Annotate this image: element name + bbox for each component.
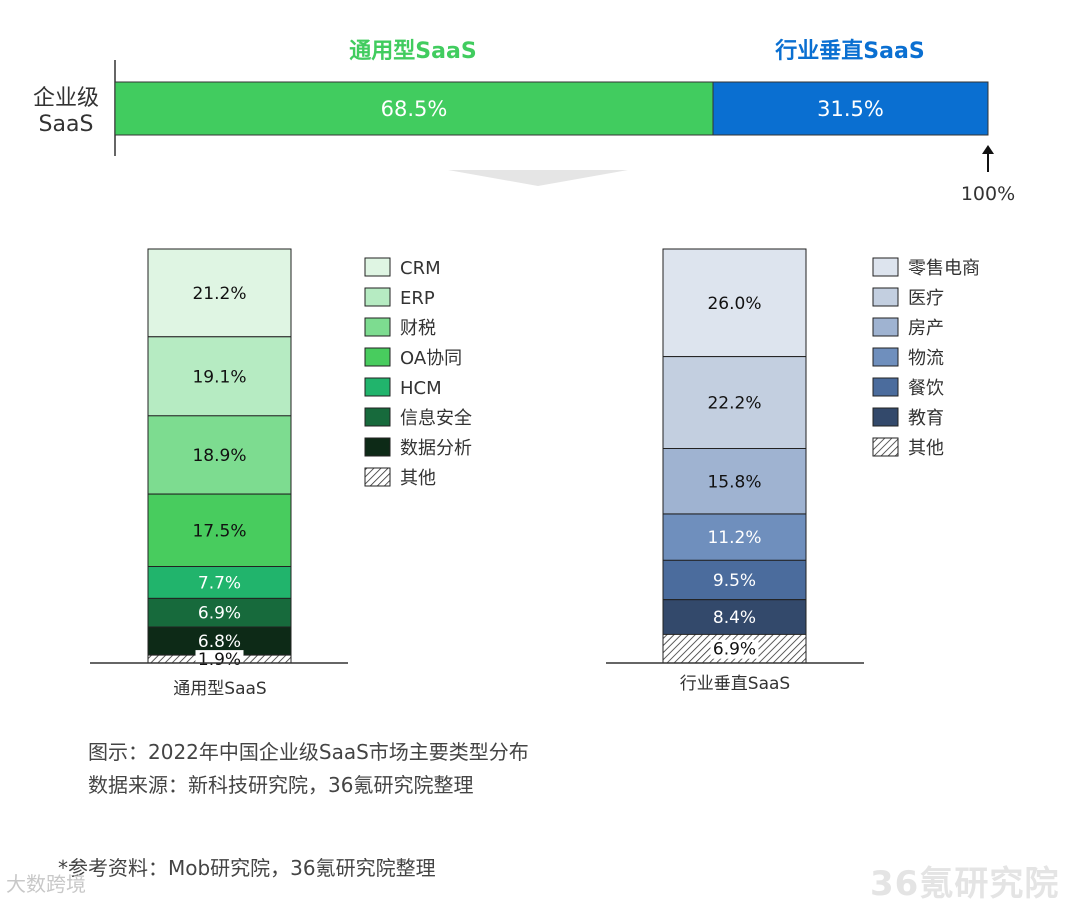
legend-swatch [364,467,391,487]
legend-label: 其他 [908,438,944,459]
stack-value-label: 6.9% [713,640,756,660]
stack-value-label: 8.4% [713,608,756,628]
legend-label: 其他 [400,468,436,489]
stack-value-label: 11.2% [707,528,761,548]
stack-segment-oae58d8fe5908c [147,493,292,568]
legend-swatch [364,257,391,277]
legend-swatch [872,317,899,337]
top-bar-general-segment [114,81,714,136]
top-bar-general-value: 68.5% [381,97,448,121]
total-arrow-icon [982,145,994,154]
general-saas-header: 通用型SaaS [349,39,476,64]
legend-label: ERP [400,288,435,309]
top-bar-chart: 企业级 SaaS 通用型SaaS 行业垂直SaaS 68.5% 31.5% 10… [33,38,1015,205]
stack-value-label: 22.2% [707,394,761,414]
legend-label: 财税 [400,318,436,339]
legend-label: OA协同 [400,348,462,369]
vertical-saas-axis-label: 行业垂直SaaS [680,674,790,694]
stack-value-label: 26.0% [707,294,761,314]
legend-label: 医疗 [908,288,944,309]
saas-chart: 企业级 SaaS 通用型SaaS 行业垂直SaaS 68.5% 31.5% 10… [33,38,1015,699]
general-saas-axis-label: 通用型SaaS [173,679,266,699]
legend-swatch [364,317,391,337]
stack-segment-e9a490e9a5ae [662,559,807,601]
legend-swatch [364,407,391,427]
source-caption: 数据来源：新科技研究院，36氪研究院整理 [88,773,474,797]
legend-label: HCM [400,378,442,399]
stack-value-label: 9.5% [713,571,756,591]
watermark-left: 大数跨境 [6,872,86,896]
legend-label: 餐饮 [908,378,944,399]
legend-label: 房产 [908,318,944,339]
legend-label: 数据分析 [400,438,472,459]
legend-swatch [872,377,899,397]
legend-swatch [872,437,899,457]
stack-label-backdrop [195,650,244,670]
vertical-saas-stack: 26.0% 22.2% 15.8% 11.2% 9.5% 8.4% 6.9% [662,248,807,664]
legend-swatch [872,407,899,427]
legend-swatch [872,287,899,307]
expand-chevron [448,170,628,186]
watermark-right: 36氪研究院 [870,864,1060,904]
stack-value-label: 6.9% [198,604,241,624]
general-saas-stack: 21.2% 19.1% 18.9% 17.5% 7.7% 6.9% 6.8%1.9% [147,248,292,670]
stack-value-label: 21.2% [192,284,246,304]
stack-segment-e99bb6e594aee794b5e59586 [662,248,807,358]
legend-label: 教育 [908,408,944,429]
top-bar-vertical-value: 31.5% [817,97,884,121]
stack-segment-e8b4a2e7a88e [147,415,292,495]
stack-segment-e789a9e6b581 [662,513,807,561]
stack-segment-e58cbbe79697 [662,356,807,450]
legend-swatch [872,257,899,277]
stack-segment-hcm [147,566,292,599]
top-bar-vertical-segment [712,81,989,136]
legend-label: 物流 [908,348,944,369]
stack-value-label: 7.7% [198,574,241,594]
stack-value-label: 1.9% [198,650,241,670]
reference-caption: *参考资料：Mob研究院，36氪研究院整理 [58,856,436,880]
legend-swatch [872,347,899,367]
stack-label-backdrop [710,639,759,659]
stack-value-label: 19.1% [192,367,246,387]
legend-swatch [364,437,391,457]
top-row-label-line2: SaaS [39,112,94,137]
legend-swatch [364,287,391,307]
legend-swatch [364,347,391,367]
stack-value-label: 17.5% [192,521,246,541]
stack-value-label: 18.9% [192,446,246,466]
top-row-label-line1: 企业级 [33,86,99,111]
stack-segment-erp [147,336,292,417]
stack-value-label: 6.8% [198,632,241,652]
figure-caption: 图示：2022年中国企业级SaaS市场主要类型分布 [88,740,529,764]
stack-segment-e688bfe4baa7 [662,448,807,515]
stack-segment-crm [147,248,292,338]
stack-value-label: 15.8% [707,472,761,492]
total-label: 100% [961,183,1015,205]
vertical-saas-header: 行业垂直SaaS [774,38,924,64]
legend-label: 信息安全 [400,408,472,429]
legend-label: 零售电商 [908,258,980,279]
stack-segment-e69599e882b2 [662,599,807,636]
legend-swatch [364,377,391,397]
legend-label: CRM [400,258,441,279]
